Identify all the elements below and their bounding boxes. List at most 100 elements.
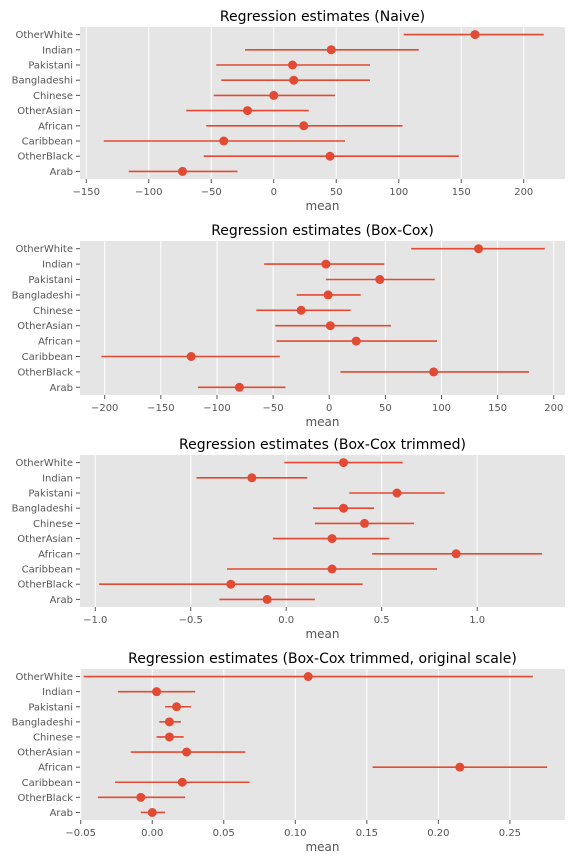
- x-tick-label: 150: [488, 403, 507, 414]
- x-axis-label: mean: [305, 415, 339, 429]
- estimate-point: [147, 807, 157, 817]
- y-tick-label: Chinese: [33, 732, 73, 743]
- y-tick-label: African: [38, 121, 73, 132]
- y-tick-label: Caribbean: [22, 352, 73, 363]
- estimate-point: [178, 166, 187, 176]
- estimate-point: [303, 672, 313, 682]
- x-axis-label: mean: [305, 627, 339, 641]
- y-tick-label: Indian: [42, 473, 73, 484]
- y-tick-label: Indian: [42, 260, 73, 271]
- plot-area: [80, 455, 565, 607]
- estimate-point: [451, 549, 461, 559]
- estimate-point: [288, 60, 297, 70]
- x-axis-label: mean: [305, 840, 339, 854]
- estimate-point: [455, 762, 465, 772]
- x-tick-label: 0.05: [213, 828, 235, 839]
- y-tick-label: OtherAsian: [17, 748, 73, 759]
- x-tick-label: 0.15: [356, 828, 378, 839]
- y-tick-label: Pakistani: [28, 702, 73, 713]
- x-tick-label: 100: [432, 403, 451, 414]
- estimate-point: [321, 259, 331, 269]
- x-tick-label: 150: [452, 187, 471, 198]
- estimate-point: [186, 352, 196, 361]
- chart-title: Regression estimates (Box-Cox trimmed): [179, 437, 466, 453]
- y-tick-label: OtherBlack: [18, 793, 74, 804]
- y-tick-label: Arab: [50, 808, 73, 819]
- chart-title: Regression estimates (Naive): [220, 9, 425, 25]
- estimate-point: [327, 564, 337, 574]
- y-tick-label: OtherBlack: [18, 152, 74, 163]
- y-tick-label: Arab: [50, 595, 73, 606]
- y-tick-label: African: [38, 549, 73, 560]
- x-tick-label: 100: [389, 187, 408, 198]
- estimate-point: [243, 106, 252, 116]
- estimate-point: [339, 503, 349, 513]
- y-tick-label: Chinese: [33, 306, 73, 317]
- y-tick-label: Pakistani: [28, 275, 73, 286]
- estimate-point: [323, 290, 333, 300]
- y-tick-label: OtherAsian: [17, 321, 73, 332]
- estimate-point: [152, 687, 162, 697]
- estimate-point: [226, 579, 236, 589]
- estimate-point: [375, 275, 385, 284]
- x-tick-label: −1.0: [83, 615, 107, 626]
- x-axis-label: mean: [305, 199, 339, 213]
- y-tick-label: OtherBlack: [18, 367, 74, 378]
- y-tick-label: OtherWhite: [16, 244, 73, 255]
- estimate-point: [392, 488, 402, 498]
- estimate-point: [247, 473, 257, 483]
- estimate-point: [234, 382, 244, 392]
- y-tick-label: Arab: [50, 167, 73, 178]
- chart-title: Regression estimates (Box-Cox trimmed, o…: [128, 651, 517, 667]
- x-tick-label: 0.5: [374, 615, 390, 626]
- y-tick-label: OtherWhite: [16, 672, 73, 683]
- estimate-point: [182, 747, 192, 757]
- y-tick-label: Arab: [50, 383, 73, 394]
- y-tick-label: African: [38, 337, 73, 348]
- y-tick-label: Bangladeshi: [12, 76, 73, 87]
- y-tick-label: Bangladeshi: [12, 717, 73, 728]
- estimate-point: [164, 732, 174, 742]
- estimate-point: [136, 792, 146, 802]
- estimate-point: [296, 305, 306, 315]
- x-tick-label: 0: [271, 187, 277, 198]
- x-tick-label: 50: [379, 403, 392, 414]
- x-tick-label: 0.00: [141, 828, 163, 839]
- y-tick-label: OtherBlack: [18, 580, 74, 591]
- estimate-point: [219, 136, 229, 146]
- panel-1: −150 −100 −50 0 50 100 150 200 OtherWhite Indian P…: [12, 9, 565, 213]
- x-tick-label: −150: [73, 187, 100, 198]
- x-tick-label: −0.5: [179, 615, 203, 626]
- estimate-point: [177, 777, 187, 787]
- estimate-point: [325, 151, 335, 161]
- y-tick-label: Indian: [42, 687, 73, 698]
- y-tick-label: OtherWhite: [16, 30, 73, 41]
- panel-3: −1.0 −0.5 0.0 0.5 1.0 OtherWhite Indian Pakista…: [12, 437, 565, 641]
- y-tick-label: Pakistani: [28, 489, 73, 500]
- x-tick-label: −200: [91, 403, 118, 414]
- x-tick-label: −100: [135, 187, 162, 198]
- x-tick-label: 1.0: [469, 615, 485, 626]
- estimate-point: [164, 717, 174, 727]
- x-tick-label: −0.05: [65, 828, 96, 839]
- estimate-point: [339, 458, 349, 468]
- plot-area: [80, 669, 565, 820]
- estimate-point: [474, 244, 484, 254]
- estimate-point: [326, 45, 336, 55]
- y-tick-label: Chinese: [33, 91, 73, 102]
- y-tick-label: Chinese: [33, 519, 73, 530]
- x-tick-label: 50: [330, 187, 343, 198]
- x-tick-label: 200: [544, 403, 563, 414]
- estimate-point: [360, 518, 370, 528]
- y-tick-label: OtherAsian: [17, 534, 73, 545]
- y-tick-label: Indian: [42, 45, 73, 56]
- plot-area: [80, 27, 565, 179]
- x-tick-label: −150: [147, 403, 174, 414]
- estimate-point: [470, 30, 480, 40]
- x-tick-label: 0: [326, 403, 332, 414]
- y-tick-label: Pakistani: [28, 61, 73, 72]
- estimate-point: [351, 336, 361, 346]
- y-tick-label: Bangladeshi: [12, 290, 73, 301]
- x-tick-label: 0.25: [499, 828, 521, 839]
